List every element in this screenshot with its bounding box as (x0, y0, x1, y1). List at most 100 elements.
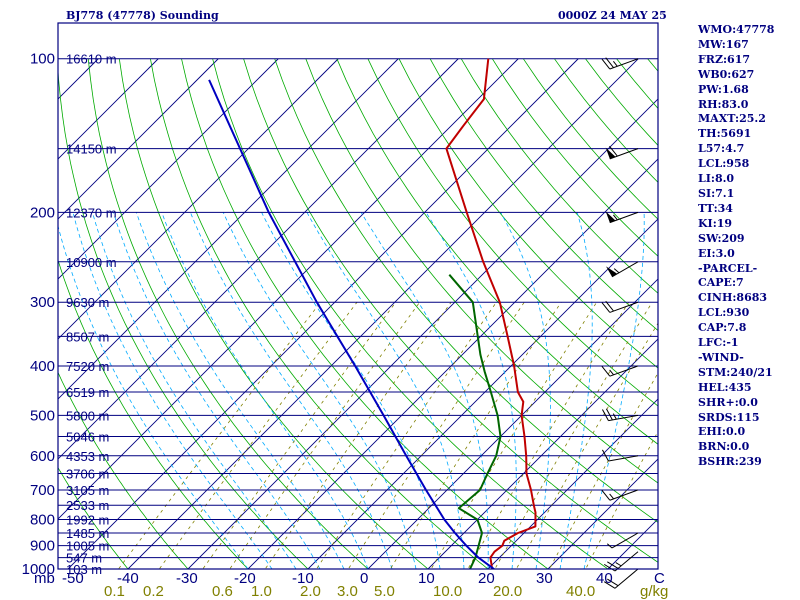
wind-barb-shaft (609, 58, 639, 70)
index-line: HEL:435 (698, 380, 752, 394)
index-line: LFC:-1 (698, 336, 739, 350)
wind-barb-half (615, 562, 622, 567)
isotherm-line (427, 338, 658, 569)
mixing-ratio-line (389, 301, 562, 569)
wind-barb (601, 489, 639, 501)
temperature-profile (445, 58, 537, 569)
wind-barb (603, 551, 639, 572)
index-line: SRDS:115 (698, 410, 760, 424)
wind-barb (603, 568, 639, 589)
wind-barb-shaft (609, 489, 639, 501)
height-label: 1992 m (66, 513, 109, 528)
index-line: SHR+:0.0 (698, 395, 758, 409)
pressure-tick-label: 900 (30, 538, 55, 555)
pressure-tick-label: 700 (30, 482, 55, 499)
height-label: 103 m (66, 562, 102, 577)
pressure-tick-label: 500 (30, 407, 55, 424)
pressure-tick-label: 1000 (22, 561, 55, 578)
mixing-ratio-tick-label: 5.0 (374, 583, 395, 600)
wind-barb-shaft (608, 414, 639, 422)
index-line: SW:209 (698, 231, 745, 245)
isotherm-line (58, 58, 219, 220)
mixing-ratio-tick-label: 0.2 (143, 583, 164, 600)
wind-barb-half (613, 268, 620, 274)
height-label: 14150 m (66, 142, 117, 157)
mixing-ratio-line (118, 301, 321, 569)
isotherm-line (58, 58, 519, 520)
height-label: 5800 m (66, 408, 109, 423)
height-label: 547 m (66, 551, 102, 566)
wind-barb-full (601, 449, 609, 462)
mixing-ratio-tick-label: 2.0 (300, 583, 321, 600)
wind-barb (601, 300, 639, 313)
height-label: 1005 m (66, 539, 109, 554)
wind-barb-flag (605, 211, 616, 223)
index-line: SI:7.1 (698, 186, 735, 200)
isotherm-line (547, 458, 658, 569)
chart-timestamp: 0000Z 24 MAY 25 (558, 9, 667, 22)
wind-barb-full (605, 57, 614, 68)
isotherm-line (127, 58, 639, 569)
isotherm-line (58, 58, 339, 340)
wind-barb-full (601, 409, 609, 421)
pressure-axis-unit: mb (34, 570, 55, 587)
dry-adiabat-line (367, 58, 658, 407)
dry-adiabat-line (274, 58, 658, 523)
index-line: TT:34 (698, 201, 733, 215)
temperature-tick-label: -50 (62, 570, 84, 587)
height-label: 3706 m (66, 467, 109, 482)
dry-adiabat-line (305, 58, 658, 484)
profiles (208, 58, 537, 569)
temperature-tick-label: 30 (536, 570, 553, 587)
wind-barb-full (601, 302, 611, 313)
wind-barb-shaft (608, 455, 639, 462)
mixing-ratio-line (494, 301, 653, 569)
isotherm-line (307, 218, 658, 569)
index-line: TH:5691 (698, 127, 752, 141)
wind-barb (601, 365, 639, 377)
dry-adiabat-line (460, 58, 658, 294)
wind-barb-half (609, 369, 614, 376)
temperature-tick-label: -30 (176, 570, 198, 587)
index-line: RH:83.0 (698, 97, 749, 111)
indices-panel: WMO:47778 MW:167 FRZ:617 WB0:627 PW:1.68 RH:8… (698, 23, 774, 470)
height-label: 4353 m (66, 449, 109, 464)
isotherm-line (58, 58, 399, 400)
wind-barb (606, 532, 639, 549)
height-label: 10900 m (66, 255, 117, 270)
temperature-tick-label: 10 (418, 570, 435, 587)
height-label: 8507 m (66, 329, 109, 344)
mixing-ratio-line (549, 372, 658, 569)
index-line: MW:167 (698, 37, 749, 51)
index-line: CINH:8683 (698, 291, 768, 305)
index-line: -WIND- (698, 350, 744, 364)
isotherm-line (58, 58, 459, 460)
wind-barb (605, 211, 639, 224)
pressure-tick-label: 300 (30, 294, 55, 311)
mixing-ratio-line (316, 301, 497, 569)
height-label: 2533 m (66, 498, 109, 513)
dry-adiabat-line (150, 58, 489, 569)
mixing-ratio-tick-label: 3.0 (337, 583, 358, 600)
moist-adiabat-line (261, 212, 441, 569)
mixing-ratio-line (202, 301, 397, 569)
wind-barb-full (601, 490, 611, 501)
plot-frame (57, 22, 659, 570)
wind-barb-flag (605, 147, 616, 159)
wind-barb (605, 145, 639, 160)
wind-barb-half (612, 413, 617, 420)
index-line: PW:1.68 (698, 82, 749, 96)
wind-barb-shaft (609, 365, 639, 377)
index-line: WB0:627 (698, 67, 755, 81)
wind-barb-full (605, 300, 614, 312)
height-label: 3105 m (66, 483, 109, 498)
index-line: BSHR:239 (698, 455, 762, 469)
dry-adiabat-line (118, 58, 429, 569)
height-label: 16610 m (66, 52, 117, 67)
index-line: LCL:930 (698, 306, 750, 320)
wind-barb-shaft (609, 301, 639, 313)
dry-adiabat-line (336, 58, 658, 445)
index-line: WMO:47778 (698, 23, 775, 36)
